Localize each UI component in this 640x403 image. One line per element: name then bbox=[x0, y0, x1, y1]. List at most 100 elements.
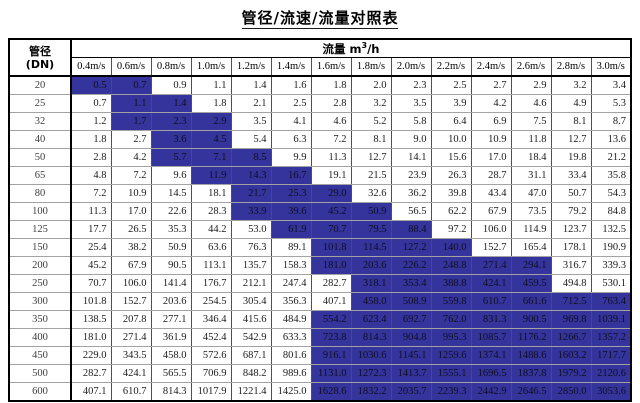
velocity-header-row: 0.4m/s 0.6m/s 0.8m/s 1.0m/s 1.2m/s 1.4m/s 1.6m… bbox=[9, 57, 631, 77]
flow-value-cell: 572.6 bbox=[191, 346, 232, 365]
flow-value-cell: 904.8 bbox=[391, 328, 432, 347]
flow-value-cell: 1555.1 bbox=[431, 364, 472, 383]
flow-value-cell: 67.9 bbox=[111, 256, 152, 275]
flow-value-cell: 138.5 bbox=[71, 310, 112, 329]
pipe-diameter-cell: 300 bbox=[9, 292, 72, 311]
table-row: 400 181.0 271.4 361.9 452.4 542.9 633.3 723.8 81… bbox=[9, 328, 631, 347]
flow-value-cell: 415.6 bbox=[231, 310, 272, 329]
flow-value-cell: 494.8 bbox=[551, 274, 592, 293]
table-row: 150 25.4 38.2 50.9 63.6 76.3 89.1 101.8 114.5 127… bbox=[9, 238, 631, 257]
flow-value-cell: 22.6 bbox=[151, 202, 192, 221]
flow-value-cell: 176.7 bbox=[191, 274, 232, 293]
pipe-diameter-cell: 125 bbox=[9, 220, 72, 239]
flow-value-cell: 2.9 bbox=[511, 76, 552, 95]
flow-value-cell: 19.8 bbox=[551, 148, 592, 167]
table-row: 25 0.7 1.1 1.4 1.8 2.1 2.5 2.8 3.2 3.5 3.9 4.2 4.6 4.… bbox=[9, 94, 631, 113]
flow-value-cell: 458.0 bbox=[351, 292, 392, 311]
flow-value-cell: 900.5 bbox=[511, 310, 552, 329]
pipe-diameter-cell: 600 bbox=[9, 382, 72, 401]
velocity-column-header: 1.2m/s bbox=[231, 57, 272, 77]
flow-value-cell: 7.5 bbox=[511, 112, 552, 131]
flow-value-cell: 1176.2 bbox=[511, 328, 552, 347]
flow-value-cell: 2.1 bbox=[231, 94, 272, 113]
flow-value-cell: 1145.1 bbox=[391, 346, 432, 365]
flow-value-cell: 1425.0 bbox=[271, 382, 312, 401]
flow-value-cell: 0.7 bbox=[71, 94, 112, 113]
flow-value-cell: 28.3 bbox=[191, 202, 232, 221]
flow-value-cell: 1.4 bbox=[151, 94, 192, 113]
corner-header-line1: 管径 bbox=[29, 44, 51, 58]
flow-value-cell: 1266.7 bbox=[551, 328, 592, 347]
pipe-diameter-cell: 200 bbox=[9, 256, 72, 275]
flow-value-cell: 6.3 bbox=[271, 130, 312, 149]
flow-value-cell: 565.5 bbox=[151, 364, 192, 383]
flow-value-cell: 995.3 bbox=[431, 328, 472, 347]
flow-value-cell: 62.2 bbox=[431, 202, 472, 221]
pipe-diameter-cell: 500 bbox=[9, 364, 72, 383]
flow-value-cell: 35.8 bbox=[591, 166, 631, 185]
flow-value-cell: 5.8 bbox=[391, 112, 432, 131]
flow-value-cell: 318.1 bbox=[351, 274, 392, 293]
flow-value-cell: 84.8 bbox=[591, 202, 631, 221]
flow-value-cell: 26.5 bbox=[111, 220, 152, 239]
flow-value-cell: 1017.9 bbox=[191, 382, 232, 401]
flow-value-cell: 226.2 bbox=[391, 256, 432, 275]
flow-value-cell: 247.4 bbox=[271, 274, 312, 293]
flow-value-cell: 661.6 bbox=[511, 292, 552, 311]
flow-value-cell: 50.9 bbox=[151, 238, 192, 257]
flow-value-cell: 2.7 bbox=[471, 76, 512, 95]
flow-value-cell: 7.2 bbox=[71, 184, 112, 203]
flow-value-cell: 271.4 bbox=[111, 328, 152, 347]
flow-value-cell: 8.1 bbox=[551, 112, 592, 131]
flow-value-cell: 14.5 bbox=[151, 184, 192, 203]
flow-value-cell: 458.0 bbox=[151, 346, 192, 365]
flow-value-cell: 61.9 bbox=[271, 220, 312, 239]
flow-value-cell: 14.1 bbox=[391, 148, 432, 167]
flow-value-cell: 8.1 bbox=[351, 130, 392, 149]
table-row: 80 7.2 10.9 14.5 18.1 21.7 25.3 29.0 32.6 36.2 39.… bbox=[9, 184, 631, 203]
corner-header-line2: (DN) bbox=[25, 57, 55, 71]
flow-value-cell: 53.0 bbox=[231, 220, 272, 239]
velocity-column-header: 2.4m/s bbox=[471, 57, 512, 77]
flow-value-cell: 89.1 bbox=[271, 238, 312, 257]
velocity-column-header: 1.0m/s bbox=[191, 57, 232, 77]
flow-value-cell: 4.2 bbox=[111, 148, 152, 167]
velocity-column-header: 1.6m/s bbox=[311, 57, 352, 77]
flow-value-cell: 559.8 bbox=[431, 292, 472, 311]
flow-value-cell: 178.1 bbox=[551, 238, 592, 257]
flow-value-cell: 50.7 bbox=[551, 184, 592, 203]
velocity-column-header: 0.8m/s bbox=[151, 57, 192, 77]
flow-value-cell: 2.3 bbox=[151, 112, 192, 131]
flow-value-cell: 1603.2 bbox=[551, 346, 592, 365]
flow-value-cell: 554.2 bbox=[311, 310, 352, 329]
flow-value-cell: 1259.6 bbox=[431, 346, 472, 365]
flow-value-cell: 181.0 bbox=[71, 328, 112, 347]
flow-value-cell: 6.4 bbox=[431, 112, 472, 131]
flow-value-cell: 346.4 bbox=[191, 310, 232, 329]
flow-value-cell: 44.2 bbox=[191, 220, 232, 239]
flow-value-cell: 3.6 bbox=[151, 130, 192, 149]
flow-value-cell: 610.7 bbox=[471, 292, 512, 311]
flow-value-cell: 9.9 bbox=[271, 148, 312, 167]
table-row: 100 11.3 17.0 22.6 28.3 33.9 39.6 45.2 50.9 56.5 6… bbox=[9, 202, 631, 221]
flow-value-cell: 2.0 bbox=[351, 76, 392, 95]
flow-value-cell: 3.5 bbox=[391, 94, 432, 113]
flow-value-cell: 76.3 bbox=[231, 238, 272, 257]
flow-value-cell: 0.7 bbox=[111, 76, 152, 95]
flow-value-cell: 3.2 bbox=[551, 76, 592, 95]
flow-value-cell: 2442.9 bbox=[471, 382, 512, 401]
flow-value-cell: 79.2 bbox=[551, 202, 592, 221]
flow-value-cell: 2.3 bbox=[391, 76, 432, 95]
flow-value-cell: 1717.7 bbox=[591, 346, 631, 365]
flow-value-cell: 6.9 bbox=[471, 112, 512, 131]
flow-value-cell: 282.7 bbox=[71, 364, 112, 383]
flow-value-cell: 3.9 bbox=[431, 94, 472, 113]
flow-value-cell: 165.4 bbox=[511, 238, 552, 257]
corner-header: 管径 (DN) bbox=[9, 39, 72, 77]
flow-value-cell: 1488.6 bbox=[511, 346, 552, 365]
flow-value-cell: 88.4 bbox=[391, 220, 432, 239]
pipe-diameter-cell: 150 bbox=[9, 238, 72, 257]
flow-value-cell: 12.7 bbox=[351, 148, 392, 167]
pipe-diameter-cell: 50 bbox=[9, 148, 72, 167]
table-row: 600 407.1 610.7 814.3 1017.9 1221.4 1425.0 1628… bbox=[9, 382, 631, 401]
